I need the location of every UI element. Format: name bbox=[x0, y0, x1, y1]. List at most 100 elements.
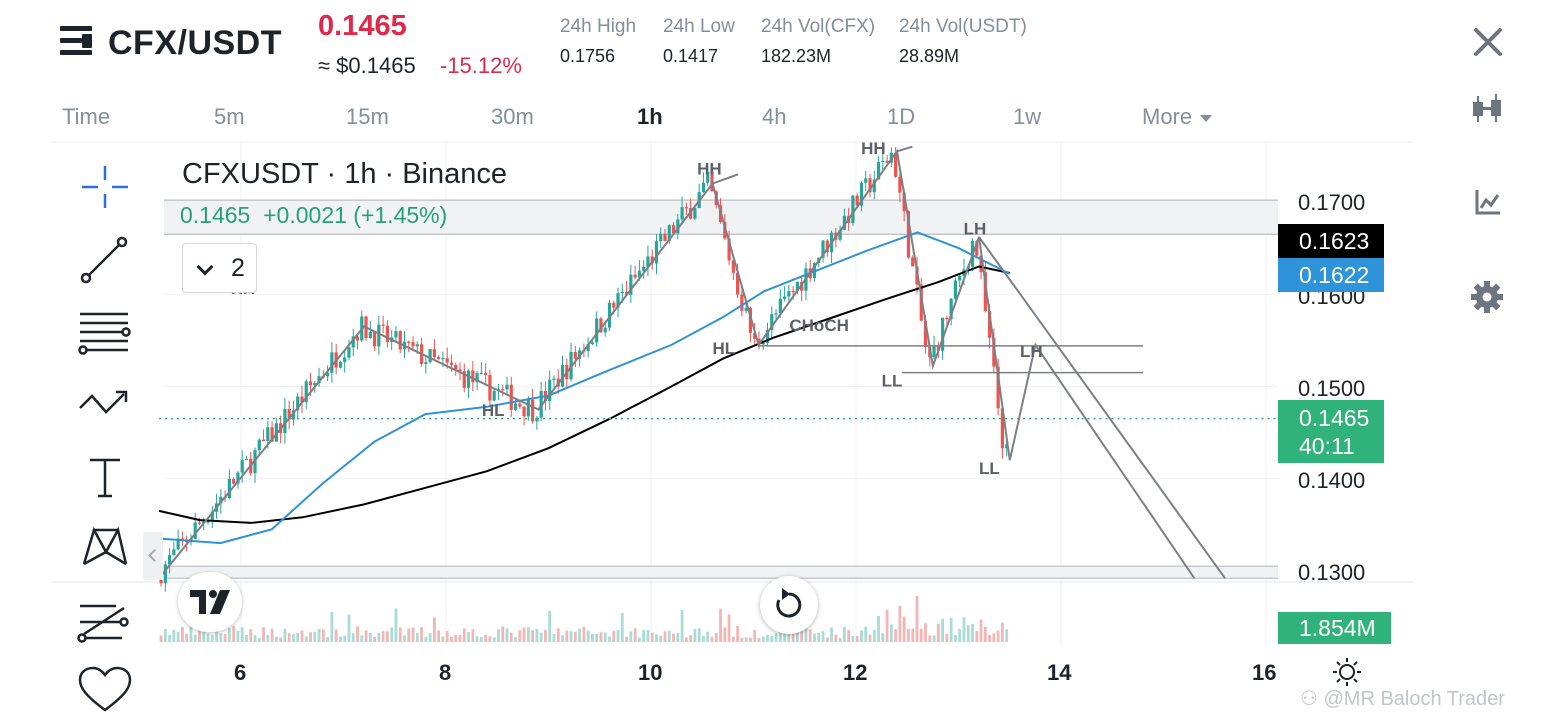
candle-countdown: 40:11 bbox=[1299, 433, 1355, 459]
candle-body bbox=[590, 342, 595, 344]
volume-bar bbox=[949, 617, 953, 642]
volume-bar bbox=[988, 634, 991, 642]
projection-icon[interactable] bbox=[76, 380, 134, 430]
volume-bar bbox=[193, 634, 197, 642]
fib-retracement-icon[interactable] bbox=[76, 306, 134, 356]
volume-bar bbox=[744, 637, 748, 642]
slow-ma-price-badge: 0.1623 bbox=[1278, 224, 1384, 258]
candle-body bbox=[894, 152, 898, 177]
volume-bar bbox=[932, 635, 936, 642]
volume-bar bbox=[885, 609, 889, 642]
volume-bar bbox=[253, 635, 257, 642]
candle-body bbox=[197, 522, 202, 524]
volume-bar bbox=[706, 631, 710, 642]
candle-body bbox=[992, 337, 996, 367]
volume-bar bbox=[753, 629, 757, 642]
candle-body bbox=[983, 272, 987, 312]
volume-bar bbox=[608, 636, 611, 642]
measure-tool-icon[interactable] bbox=[76, 598, 134, 648]
candlestick-icon[interactable] bbox=[1470, 92, 1506, 126]
watermark: ⚇ @MR Baloch Trader bbox=[1300, 688, 1505, 710]
volume-bar bbox=[215, 630, 218, 642]
candle-body bbox=[684, 207, 688, 209]
volume-bar bbox=[761, 636, 765, 642]
slow-moving-average-line bbox=[158, 265, 1011, 524]
volume-bar bbox=[702, 635, 705, 642]
caret-down-icon bbox=[1200, 114, 1213, 122]
volume-bar bbox=[941, 618, 945, 642]
candle-body bbox=[941, 317, 945, 351]
tab-15m[interactable]: 15m bbox=[346, 104, 389, 129]
volume-bar bbox=[573, 631, 577, 642]
tab-time[interactable]: Time bbox=[62, 104, 111, 129]
volume-bar bbox=[676, 632, 680, 642]
volume-bar bbox=[360, 635, 364, 642]
volume-bar bbox=[398, 627, 402, 642]
last-price-badge: 0.1465 40:11 bbox=[1278, 400, 1384, 463]
candle-body bbox=[778, 298, 782, 314]
volume-bar bbox=[569, 631, 573, 642]
trend-line-icon[interactable] bbox=[76, 234, 134, 284]
collapse-toolbar-button[interactable] bbox=[143, 532, 163, 580]
stat-24h-vol-cfx: 24h Vol(CFX) 182.23M bbox=[761, 16, 875, 67]
candle-body bbox=[898, 176, 902, 193]
menu-icon[interactable] bbox=[60, 24, 94, 58]
volume-bar bbox=[578, 628, 581, 642]
candle-body bbox=[232, 478, 236, 484]
candle-body bbox=[411, 342, 415, 347]
tab-1d[interactable]: 1D bbox=[887, 104, 916, 129]
stat-24h-high: 24h High 0.1756 bbox=[560, 16, 636, 67]
tab-30m[interactable]: 30m bbox=[491, 104, 534, 129]
text-tool-icon[interactable] bbox=[76, 452, 134, 502]
candle-body bbox=[949, 298, 953, 320]
candle-body bbox=[876, 162, 881, 180]
volume-bar bbox=[467, 631, 470, 642]
structure-label-ll: LL bbox=[882, 371, 903, 390]
candle-body bbox=[637, 270, 641, 278]
gear-icon[interactable] bbox=[1470, 280, 1504, 314]
stat-24h-vol-usdt: 24h Vol(USDT) 28.89M bbox=[899, 16, 1027, 67]
tab-1h[interactable]: 1h bbox=[637, 104, 663, 129]
structure-label-hl: HL bbox=[713, 339, 736, 358]
candle-body bbox=[731, 260, 735, 273]
volume-bar bbox=[232, 626, 236, 642]
tab-more[interactable]: More bbox=[1142, 104, 1213, 130]
volume-bar bbox=[441, 636, 445, 642]
volume-bar bbox=[505, 628, 509, 642]
tab-more-label: More bbox=[1142, 104, 1193, 129]
candle-body bbox=[753, 332, 757, 339]
volume-bar bbox=[616, 629, 620, 642]
candle-body bbox=[548, 379, 552, 401]
structure-label-ll: LL bbox=[979, 459, 1000, 478]
candle-body bbox=[466, 370, 471, 388]
volume-bar bbox=[181, 627, 184, 642]
tab-4h[interactable]: 4h bbox=[762, 104, 787, 129]
legend-collapse-button[interactable]: 2 bbox=[182, 243, 257, 293]
volume-bar bbox=[236, 630, 240, 642]
favorite-icon[interactable] bbox=[76, 664, 134, 714]
volume-bar bbox=[339, 636, 342, 642]
candle-body bbox=[274, 423, 278, 442]
indicator-icon[interactable] bbox=[1474, 188, 1502, 216]
crosshair-icon[interactable] bbox=[76, 162, 134, 212]
close-icon[interactable] bbox=[1472, 26, 1504, 58]
pattern-tool-icon[interactable] bbox=[76, 522, 134, 572]
volume-bar bbox=[565, 630, 569, 642]
candle-body bbox=[266, 427, 270, 442]
brightness-icon[interactable] bbox=[1332, 657, 1362, 687]
candle-body bbox=[372, 332, 377, 347]
tab-5m[interactable]: 5m bbox=[214, 104, 245, 129]
candle-body bbox=[355, 336, 360, 341]
candle-body bbox=[296, 396, 300, 411]
volume-bar bbox=[326, 637, 330, 642]
volume-bar bbox=[889, 624, 893, 642]
volume-bar bbox=[475, 636, 479, 642]
volume-bar bbox=[924, 623, 927, 642]
candle-body bbox=[343, 357, 347, 363]
volume-bar bbox=[723, 627, 727, 642]
projection-line bbox=[978, 236, 1226, 579]
reset-chart-button[interactable] bbox=[760, 576, 818, 634]
volume-bar bbox=[245, 635, 248, 642]
tab-1w[interactable]: 1w bbox=[1013, 104, 1042, 129]
